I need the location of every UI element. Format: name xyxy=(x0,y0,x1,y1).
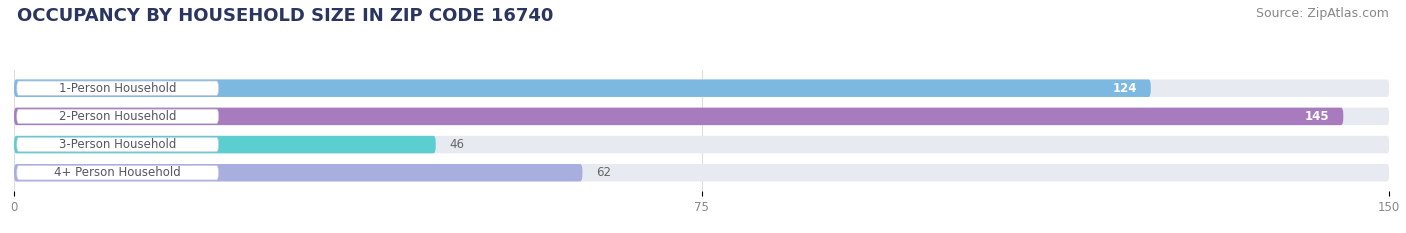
Text: 145: 145 xyxy=(1305,110,1330,123)
Text: Source: ZipAtlas.com: Source: ZipAtlas.com xyxy=(1256,7,1389,20)
FancyBboxPatch shape xyxy=(14,79,1150,97)
FancyBboxPatch shape xyxy=(14,136,1389,153)
FancyBboxPatch shape xyxy=(14,164,582,182)
FancyBboxPatch shape xyxy=(14,79,1389,97)
FancyBboxPatch shape xyxy=(14,108,1389,125)
Text: 3-Person Household: 3-Person Household xyxy=(59,138,176,151)
Text: 2-Person Household: 2-Person Household xyxy=(59,110,176,123)
FancyBboxPatch shape xyxy=(14,164,1389,182)
Text: 124: 124 xyxy=(1112,82,1137,95)
Text: 46: 46 xyxy=(450,138,464,151)
FancyBboxPatch shape xyxy=(17,81,218,95)
Text: OCCUPANCY BY HOUSEHOLD SIZE IN ZIP CODE 16740: OCCUPANCY BY HOUSEHOLD SIZE IN ZIP CODE … xyxy=(17,7,553,25)
FancyBboxPatch shape xyxy=(17,166,218,180)
FancyBboxPatch shape xyxy=(17,137,218,152)
FancyBboxPatch shape xyxy=(14,108,1343,125)
Text: 4+ Person Household: 4+ Person Household xyxy=(55,166,181,179)
Text: 1-Person Household: 1-Person Household xyxy=(59,82,176,95)
FancyBboxPatch shape xyxy=(17,109,218,123)
FancyBboxPatch shape xyxy=(14,136,436,153)
Text: 62: 62 xyxy=(596,166,612,179)
